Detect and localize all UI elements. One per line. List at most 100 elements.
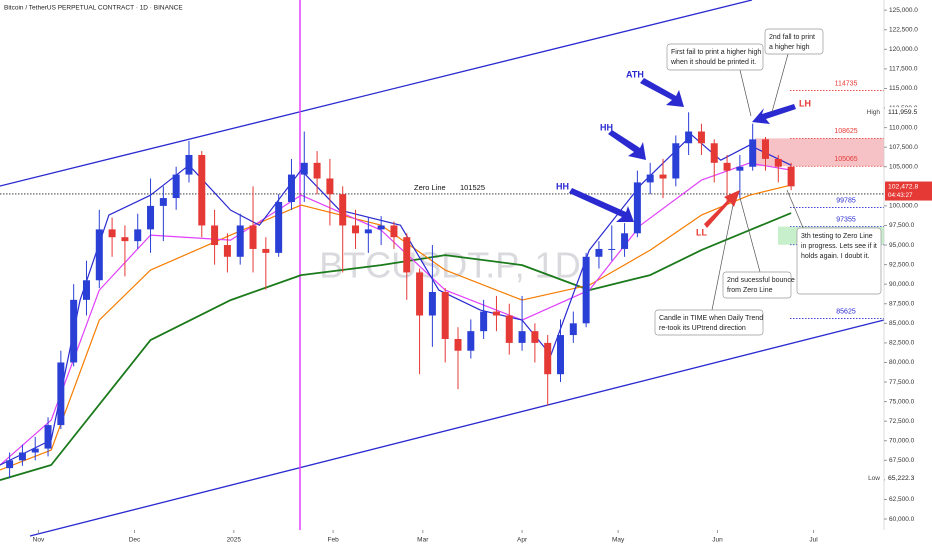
y-tick-label: 85,000.0 <box>889 320 915 327</box>
y-tick-label: 77,500.0 <box>889 379 915 386</box>
y-tick-label: 107,500.0 <box>889 144 918 151</box>
connector <box>771 53 789 113</box>
x-tick-label: Dec <box>129 537 141 544</box>
callout-text: from Zero Line <box>727 287 773 294</box>
candle-body <box>672 143 680 179</box>
candle-body <box>377 225 385 230</box>
x-tick-label: May <box>612 537 625 544</box>
connector <box>739 197 761 273</box>
y-tick-label: 120,000.0 <box>889 46 918 53</box>
callout-box <box>654 309 764 336</box>
candle-body <box>428 292 436 316</box>
candle-body <box>633 182 641 234</box>
price-tag-name: High <box>867 109 881 116</box>
y-tick-label: 62,500.0 <box>889 496 915 503</box>
y-tick-label: 80,000.0 <box>889 359 915 366</box>
y-tick-label: 122,500.0 <box>889 26 918 33</box>
arrow <box>704 190 740 228</box>
candle-body <box>723 162 731 171</box>
candle-body <box>659 174 667 179</box>
candle-body <box>262 248 270 253</box>
annotation: HH <box>556 181 569 191</box>
price-tag-label: 65,222.3 <box>888 475 915 482</box>
arrow <box>569 188 634 222</box>
candle-body <box>236 225 244 257</box>
candle-body <box>108 229 116 238</box>
connector <box>786 189 805 231</box>
candle-body <box>608 248 616 250</box>
price-tag-timer: 04:43:27 <box>888 192 913 199</box>
x-tick-label: Jun <box>712 537 723 544</box>
callout-text: holds again. I doubt it. <box>801 253 870 260</box>
candle-body <box>57 362 65 426</box>
annotation: HH <box>600 122 613 132</box>
candle-body <box>505 315 513 343</box>
candle-body <box>364 229 372 234</box>
candle-body <box>774 158 782 167</box>
candle-body <box>544 342 552 375</box>
y-tick-label: 115,000.0 <box>889 85 918 92</box>
candle-body <box>6 460 14 469</box>
candle-body <box>82 280 90 300</box>
price-tag-name: Low <box>868 475 880 482</box>
base-layer: BTCUSDT.P, 1D 114735 108625 105065 99785 9735… <box>0 0 885 537</box>
y-axis-area <box>884 0 932 550</box>
callout-text: in progress. Lets see if it <box>801 243 877 250</box>
connector <box>739 69 752 117</box>
moving-average <box>0 212 792 481</box>
candle-body <box>390 225 398 238</box>
x-tick-label: 2025 <box>227 537 242 544</box>
candle-body <box>172 174 180 199</box>
callout-box <box>666 43 764 71</box>
y-tick-label: 105,000.0 <box>889 163 918 170</box>
y-tick-label: 117,500.0 <box>889 66 918 73</box>
y-tick-label: 125,000.0 <box>889 7 918 14</box>
candle-body <box>531 331 539 343</box>
annotation: ATH <box>626 69 644 79</box>
callout-text: First fail to print a higher high <box>671 49 761 56</box>
y-tick-label: 92,500.0 <box>889 261 915 268</box>
callout-text: 2nd sucessful bounce <box>727 277 795 284</box>
annotation-layer: HH HH ATH LH LL First fail to print a hi… <box>4 5 882 336</box>
candle-body <box>441 292 449 339</box>
y-tick-label: 110,000.0 <box>889 124 918 131</box>
candle-body <box>18 452 26 461</box>
candle-body <box>646 174 654 183</box>
price-tag <box>885 107 932 118</box>
candle-body <box>31 448 39 453</box>
zero-line-label: Zero Line <box>414 183 446 192</box>
chart-title: Bitcoin / TetherUS PERPETUAL CONTRACT · … <box>4 5 183 12</box>
annotation: LL <box>696 227 707 237</box>
arrow <box>752 104 796 124</box>
level-label: 108625 <box>834 128 857 135</box>
level-label: 114735 <box>835 80 858 87</box>
y-tick-label: 95,000.0 <box>889 242 915 249</box>
candle-body <box>44 425 52 449</box>
candle-body <box>710 143 718 163</box>
candle-body <box>480 311 488 332</box>
callout-text: Candle in TIME when Daily Trend <box>659 315 763 322</box>
callout-box <box>722 271 792 299</box>
candle-body <box>761 139 769 159</box>
y-tick-label: 60,000.0 <box>889 516 915 523</box>
moving-average <box>0 162 792 466</box>
candle-body <box>697 131 705 144</box>
candle-body <box>211 225 219 246</box>
y-tick-label: 97,500.0 <box>889 222 915 229</box>
candle-body <box>352 225 360 234</box>
channel-lower <box>29 319 885 537</box>
candle-body <box>467 331 475 351</box>
price-tag-label: 111,959.5 <box>888 109 917 116</box>
y-tick-label: 75,000.0 <box>889 398 915 405</box>
x-tick-label: Mar <box>417 537 429 544</box>
candle-body <box>313 162 321 179</box>
candle-body <box>300 162 308 175</box>
candle-body <box>287 174 295 202</box>
candle-body <box>454 338 462 351</box>
watermark: BTCUSDT.P, 1D <box>319 245 580 286</box>
candle-body <box>70 299 78 363</box>
level-label: 105065 <box>834 156 857 163</box>
candle-body <box>185 155 193 175</box>
y-tick-label: 90,000.0 <box>889 281 915 288</box>
